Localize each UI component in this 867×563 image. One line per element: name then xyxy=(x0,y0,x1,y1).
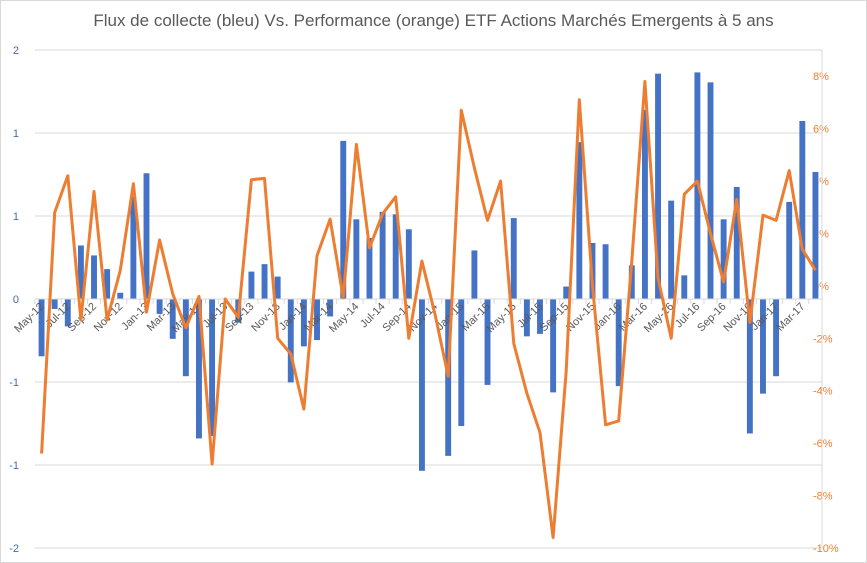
bar-flux xyxy=(484,299,491,385)
y-left-tick-label: -1 xyxy=(9,460,19,472)
y-right-tick-label: 6% xyxy=(813,124,829,136)
bar-flux xyxy=(274,276,281,299)
bar-flux xyxy=(537,299,543,334)
bar-flux xyxy=(77,245,84,299)
y-left-tick-label: 2 xyxy=(13,45,19,57)
y-right-tick-label: -8% xyxy=(813,491,833,503)
bar-flux xyxy=(117,292,124,299)
bar-flux xyxy=(169,299,176,339)
bar-flux xyxy=(760,299,766,394)
bar-flux xyxy=(248,271,255,299)
y-right-tick-label: 8% xyxy=(813,71,829,83)
bar-flux xyxy=(366,237,373,299)
bar-flux xyxy=(300,299,307,347)
bar-flux xyxy=(143,173,150,299)
bar-flux xyxy=(405,229,412,299)
bar-flux xyxy=(182,299,189,377)
y-right-tick-label: -4% xyxy=(813,386,833,398)
y-right-tick-label: -2% xyxy=(813,333,833,345)
chart-title: Flux de collecte (bleu) Vs. Performance … xyxy=(93,11,774,30)
bar-flux xyxy=(91,255,97,299)
bar-flux xyxy=(64,299,71,327)
y-right-tick-label: -6% xyxy=(813,438,833,450)
bar-flux xyxy=(392,214,399,299)
bar-flux xyxy=(327,299,334,317)
bar-flux xyxy=(314,299,320,341)
bar-flux xyxy=(668,200,675,299)
bar-flux xyxy=(156,299,163,314)
bar-flux xyxy=(51,299,58,309)
bar-flux xyxy=(353,219,360,299)
bar-flux xyxy=(510,218,517,299)
bar-flux xyxy=(196,299,202,439)
bar-flux xyxy=(130,196,137,299)
bar-flux xyxy=(458,299,465,426)
y-left-tick-label: -2 xyxy=(9,543,19,555)
bar-flux xyxy=(576,142,583,299)
bar-flux xyxy=(615,299,622,387)
bar-flux xyxy=(209,299,216,436)
bar-flux xyxy=(733,186,740,299)
bar-flux xyxy=(287,299,294,383)
bar-flux xyxy=(641,109,648,299)
bar-flux xyxy=(720,219,727,299)
bar-flux xyxy=(340,140,347,299)
bar-flux xyxy=(104,269,111,299)
y-left-tick-label: 0 xyxy=(13,294,19,306)
bar-flux xyxy=(681,275,688,299)
bar-flux xyxy=(38,299,45,357)
bar-flux xyxy=(773,299,780,377)
bar-flux xyxy=(746,299,753,434)
line-performance xyxy=(40,80,817,539)
bar-flux xyxy=(563,286,570,299)
bar-flux xyxy=(418,299,425,471)
bar-flux xyxy=(261,264,268,299)
y-left-tick-label: -1 xyxy=(9,377,19,389)
bar-flux xyxy=(707,82,714,300)
bar-flux xyxy=(655,73,661,299)
bar-flux xyxy=(786,201,793,299)
bar-flux xyxy=(471,250,478,299)
bar-flux xyxy=(550,299,557,393)
y-left-tick-label: 1 xyxy=(13,128,19,140)
bar-flux xyxy=(812,172,819,299)
bar-flux xyxy=(602,244,609,299)
bar-flux xyxy=(379,211,386,299)
x-tick-label: Mar-17 xyxy=(774,301,807,334)
bar-flux xyxy=(799,120,806,299)
y-left-tick-label: 1 xyxy=(13,211,19,223)
y-right-tick-label: -10% xyxy=(813,543,839,555)
bar-flux xyxy=(523,299,530,337)
bar-flux xyxy=(628,265,635,299)
